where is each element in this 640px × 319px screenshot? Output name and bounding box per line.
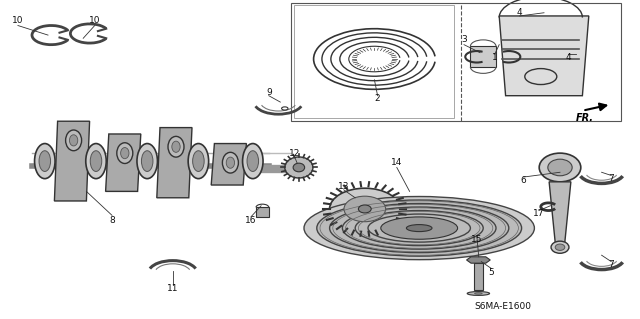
Ellipse shape (540, 153, 581, 182)
Text: 17: 17 (533, 209, 545, 218)
Polygon shape (499, 16, 589, 96)
Ellipse shape (141, 151, 153, 172)
Ellipse shape (406, 225, 432, 232)
Ellipse shape (168, 136, 184, 157)
Ellipse shape (556, 244, 564, 250)
Text: 12: 12 (289, 149, 300, 158)
Ellipse shape (137, 144, 157, 179)
Ellipse shape (193, 151, 204, 172)
Ellipse shape (247, 151, 259, 172)
Ellipse shape (86, 144, 106, 179)
Ellipse shape (285, 157, 313, 178)
Text: 6: 6 (521, 176, 526, 185)
Ellipse shape (304, 197, 534, 260)
Text: 3: 3 (461, 35, 467, 44)
Text: 14: 14 (391, 158, 403, 167)
Polygon shape (467, 257, 490, 263)
Text: 11: 11 (167, 284, 179, 293)
Text: S6MA-E1600: S6MA-E1600 (474, 302, 531, 311)
Text: 16: 16 (245, 216, 257, 225)
Text: 2: 2 (375, 94, 380, 103)
Polygon shape (474, 263, 483, 290)
Text: 10: 10 (89, 16, 100, 25)
Ellipse shape (368, 214, 470, 242)
Polygon shape (470, 46, 496, 67)
Ellipse shape (172, 141, 180, 152)
Ellipse shape (355, 211, 483, 246)
Ellipse shape (188, 144, 209, 179)
Circle shape (282, 107, 288, 110)
Text: 5: 5 (489, 268, 494, 277)
Ellipse shape (35, 144, 55, 179)
Ellipse shape (330, 204, 509, 253)
Ellipse shape (243, 144, 263, 179)
Ellipse shape (121, 147, 129, 159)
Text: 13: 13 (338, 182, 349, 191)
Ellipse shape (317, 200, 522, 256)
Polygon shape (256, 207, 269, 217)
Ellipse shape (223, 152, 238, 173)
Ellipse shape (467, 292, 490, 295)
Ellipse shape (475, 293, 483, 294)
Polygon shape (549, 182, 571, 246)
Text: FR.: FR. (576, 113, 594, 123)
Ellipse shape (227, 157, 234, 168)
Ellipse shape (39, 151, 51, 172)
Polygon shape (106, 134, 141, 191)
Ellipse shape (66, 130, 82, 151)
Ellipse shape (293, 163, 305, 172)
Polygon shape (211, 144, 246, 185)
Polygon shape (54, 121, 90, 201)
Text: 7: 7 (609, 260, 614, 269)
Ellipse shape (342, 207, 496, 249)
Text: 15: 15 (471, 235, 483, 244)
Text: 8: 8 (109, 216, 115, 225)
Ellipse shape (344, 196, 385, 222)
Text: 1: 1 (492, 53, 497, 62)
Polygon shape (157, 128, 192, 198)
Text: 4: 4 (517, 8, 522, 17)
Text: 7: 7 (609, 174, 614, 183)
Text: 4: 4 (566, 53, 571, 62)
Ellipse shape (69, 135, 78, 146)
Ellipse shape (381, 217, 458, 239)
Ellipse shape (551, 241, 569, 253)
Text: 10: 10 (12, 16, 24, 25)
Ellipse shape (358, 205, 371, 213)
Ellipse shape (548, 159, 572, 176)
Text: 9: 9 (266, 88, 271, 97)
Ellipse shape (90, 151, 102, 172)
Ellipse shape (330, 188, 400, 230)
Ellipse shape (117, 143, 133, 164)
